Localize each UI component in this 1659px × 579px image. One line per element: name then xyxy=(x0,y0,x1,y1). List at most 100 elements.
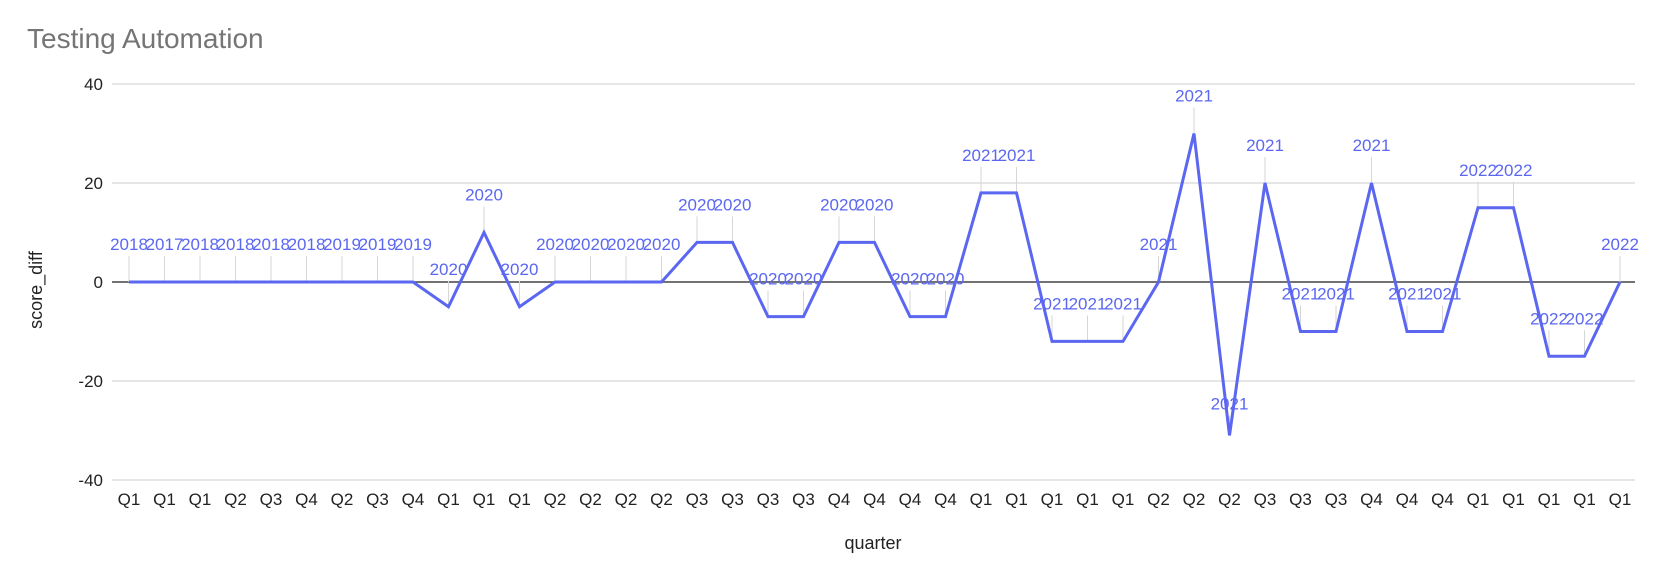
data-label: 2019 xyxy=(359,235,397,254)
x-tick-label: Q4 xyxy=(934,490,957,509)
x-tick-label: Q4 xyxy=(899,490,922,509)
x-tick-label: Q1 xyxy=(1573,490,1596,509)
x-tick-label: Q3 xyxy=(721,490,744,509)
x-tick-label: Q4 xyxy=(402,490,425,509)
y-tick-label: -20 xyxy=(78,372,103,391)
x-tick-label: Q1 xyxy=(1041,490,1064,509)
data-label: 2021 xyxy=(1424,285,1462,304)
x-tick-label: Q2 xyxy=(224,490,247,509)
x-tick-label: Q2 xyxy=(615,490,638,509)
y-axis-label: score_diff xyxy=(26,250,47,329)
x-tick-label: Q3 xyxy=(260,490,283,509)
data-label: 2021 xyxy=(998,146,1036,165)
data-label: 2021 xyxy=(1033,294,1071,313)
x-tick-label: Q4 xyxy=(1360,490,1383,509)
data-label: 2018 xyxy=(252,235,290,254)
x-tick-label: Q2 xyxy=(544,490,567,509)
data-label: 2021 xyxy=(1317,285,1355,304)
y-tick-label: 40 xyxy=(84,75,103,94)
x-tick-label: Q1 xyxy=(1609,490,1632,509)
data-label: 2021 xyxy=(1104,294,1142,313)
chart-title: Testing Automation xyxy=(27,23,264,54)
data-label: 2020 xyxy=(678,195,716,214)
data-label: 2020 xyxy=(607,235,645,254)
data-label: 2019 xyxy=(323,235,361,254)
data-label: 2018 xyxy=(181,235,219,254)
x-tick-label: Q1 xyxy=(1538,490,1561,509)
data-label: 2020 xyxy=(572,235,610,254)
y-tick-label: 0 xyxy=(94,273,103,292)
x-tick-label: Q1 xyxy=(508,490,531,509)
data-label: 2020 xyxy=(501,260,539,279)
x-tick-label: Q1 xyxy=(1112,490,1135,509)
data-label: 2020 xyxy=(749,270,787,289)
data-label: 2020 xyxy=(820,195,858,214)
series-line xyxy=(129,133,1622,436)
x-tick-label: Q4 xyxy=(1396,490,1419,509)
data-label: 2020 xyxy=(785,270,823,289)
x-tick-label: Q4 xyxy=(1431,490,1454,509)
x-tick-label: Q3 xyxy=(757,490,780,509)
x-tick-label: Q4 xyxy=(863,490,886,509)
x-tick-label: Q2 xyxy=(331,490,354,509)
data-label: 2020 xyxy=(891,270,929,289)
x-tick-label: Q3 xyxy=(686,490,709,509)
data-label: 2022 xyxy=(1566,309,1604,328)
x-tick-label: Q1 xyxy=(437,490,460,509)
x-tick-label: Q1 xyxy=(1076,490,1099,509)
x-tick-label: Q3 xyxy=(1289,490,1312,509)
data-label: 2018 xyxy=(217,235,255,254)
x-axis-ticks: Q1 Q1 Q1 Q2 Q3 Q4 Q2 Q3 Q4 Q1 Q1 Q1 Q2 Q2 Q2 Q2 Q3 Q3 Q3 Q3… xyxy=(118,490,1632,509)
data-label: 2021 xyxy=(1388,285,1426,304)
x-tick-label: Q1 xyxy=(970,490,993,509)
y-tick-label: -40 xyxy=(78,471,103,490)
data-label: 2021 xyxy=(1353,136,1391,155)
x-axis-label: quarter xyxy=(844,533,901,553)
x-tick-label: Q1 xyxy=(1005,490,1028,509)
data-label: 2020 xyxy=(643,235,681,254)
x-tick-label: Q2 xyxy=(650,490,673,509)
data-labels: 2018201720182018201820182019201920192020… xyxy=(110,87,1639,414)
x-tick-label: Q4 xyxy=(828,490,851,509)
data-label: 2022 xyxy=(1601,235,1639,254)
x-tick-label: Q2 xyxy=(1147,490,1170,509)
x-tick-label: Q3 xyxy=(792,490,815,509)
data-label: 2020 xyxy=(927,270,965,289)
series-line-group xyxy=(129,133,1622,436)
data-label: 2020 xyxy=(856,195,894,214)
data-label: 2017 xyxy=(146,235,184,254)
data-label: 2020 xyxy=(430,260,468,279)
data-label: 2021 xyxy=(1069,294,1107,313)
x-tick-label: Q1 xyxy=(118,490,141,509)
data-label: 2019 xyxy=(394,235,432,254)
data-label: 2021 xyxy=(1140,235,1178,254)
data-label: 2018 xyxy=(288,235,326,254)
x-tick-label: Q1 xyxy=(473,490,496,509)
x-tick-label: Q4 xyxy=(295,490,318,509)
y-tick-label: 20 xyxy=(84,174,103,193)
data-label: 2020 xyxy=(714,195,752,214)
x-tick-label: Q2 xyxy=(1183,490,1206,509)
x-tick-label: Q1 xyxy=(1467,490,1490,509)
data-label: 2022 xyxy=(1459,161,1497,180)
data-label: 2022 xyxy=(1530,309,1568,328)
data-label: 2021 xyxy=(962,146,1000,165)
x-tick-label: Q1 xyxy=(1502,490,1525,509)
x-tick-label: Q2 xyxy=(579,490,602,509)
x-tick-label: Q3 xyxy=(1254,490,1277,509)
data-label: 2022 xyxy=(1495,161,1533,180)
y-axis-ticks: -40 -20 0 20 40 xyxy=(78,75,103,490)
data-label: 2021 xyxy=(1282,285,1320,304)
x-tick-label: Q2 xyxy=(1218,490,1241,509)
data-label: 2021 xyxy=(1246,136,1284,155)
data-label: 2020 xyxy=(536,235,574,254)
x-tick-label: Q1 xyxy=(153,490,176,509)
x-tick-label: Q1 xyxy=(189,490,212,509)
x-tick-label: Q3 xyxy=(1325,490,1348,509)
data-label: 2021 xyxy=(1175,87,1213,106)
data-label-leaders xyxy=(128,107,1621,436)
data-label: 2020 xyxy=(465,186,503,205)
x-tick-label: Q3 xyxy=(366,490,389,509)
data-label: 2018 xyxy=(110,235,148,254)
